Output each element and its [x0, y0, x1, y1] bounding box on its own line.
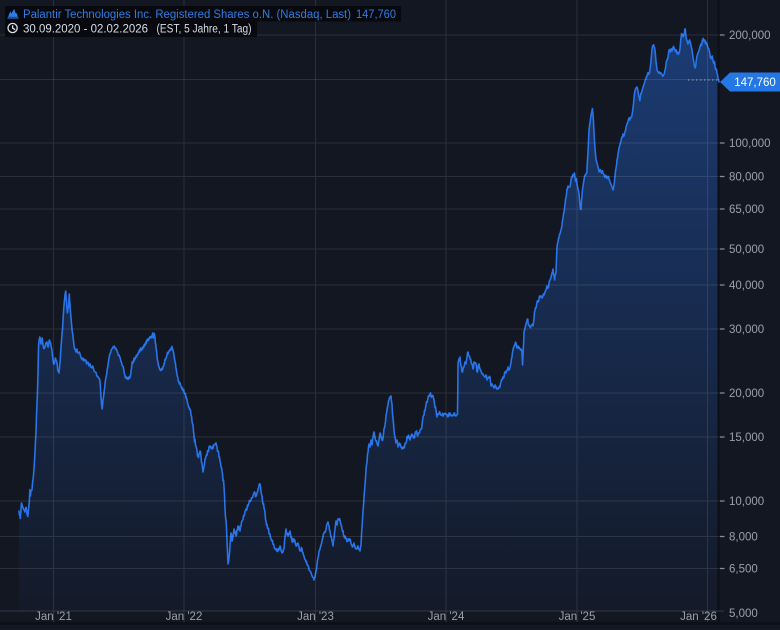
svg-text:(EST, 5 Jahre, 1 Tag): (EST, 5 Jahre, 1 Tag) [157, 24, 252, 36]
svg-text:Jan '26: Jan '26 [680, 611, 717, 623]
svg-text:15,000: 15,000 [729, 432, 764, 444]
svg-text:50,000: 50,000 [729, 244, 764, 256]
svg-text:30,000: 30,000 [729, 324, 764, 336]
svg-text:200,000: 200,000 [729, 30, 771, 42]
svg-text:40,000: 40,000 [729, 280, 764, 292]
svg-text:20,000: 20,000 [729, 388, 764, 400]
svg-text:Palantir Technologies Inc. Reg: Palantir Technologies Inc. Registered Sh… [23, 9, 351, 21]
svg-text:6,500: 6,500 [729, 564, 758, 576]
svg-text:Jan '21: Jan '21 [35, 611, 72, 623]
svg-text:10,000: 10,000 [729, 496, 764, 508]
svg-text:80,000: 80,000 [729, 172, 764, 184]
svg-text:65,000: 65,000 [729, 204, 764, 216]
svg-text:5,000: 5,000 [729, 608, 758, 620]
svg-text:147,760: 147,760 [734, 77, 776, 89]
svg-text:100,000: 100,000 [729, 138, 771, 150]
svg-text:8,000: 8,000 [729, 532, 758, 544]
svg-text:Jan '25: Jan '25 [559, 611, 596, 623]
svg-text:Jan '24: Jan '24 [428, 611, 465, 623]
svg-text:147,760: 147,760 [356, 9, 396, 21]
svg-text:30.09.2020 - 02.02.2026: 30.09.2020 - 02.02.2026 [23, 24, 148, 36]
svg-text:Jan '22: Jan '22 [166, 611, 203, 623]
svg-text:Jan '23: Jan '23 [297, 611, 334, 623]
